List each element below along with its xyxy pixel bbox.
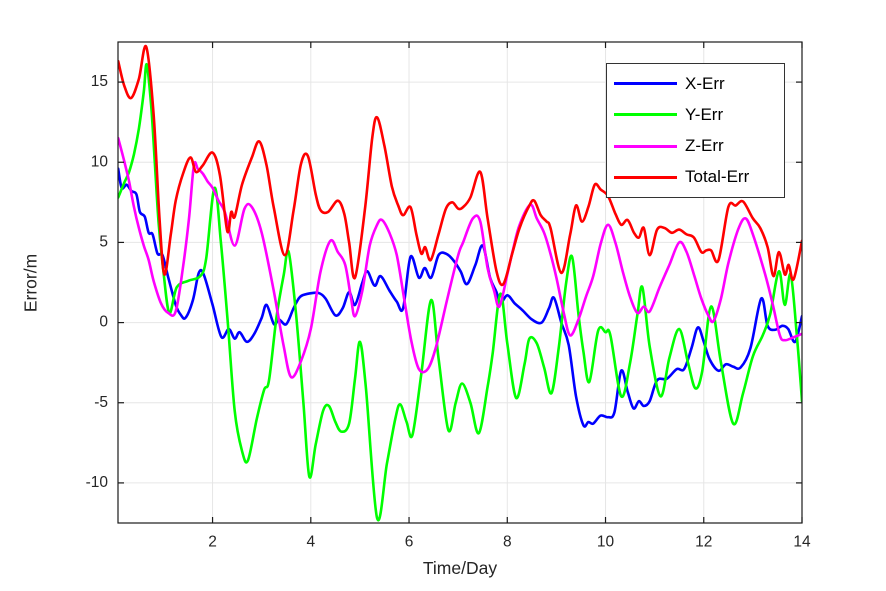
legend-label: Y-Err bbox=[685, 104, 724, 124]
y-axis-label: Error/m bbox=[20, 253, 41, 313]
x-tick-label: 12 bbox=[695, 533, 712, 550]
series-line-z-err bbox=[118, 136, 802, 379]
axis-box bbox=[117, 41, 803, 524]
legend: X-Err Y-Err Z-Err Total-Err bbox=[606, 63, 785, 198]
legend-line-sample-y-err bbox=[614, 113, 677, 117]
legend-label: Total-Err bbox=[685, 167, 750, 187]
legend-line-sample-z-err bbox=[614, 144, 677, 148]
legend-line-sample-x-err bbox=[614, 82, 677, 86]
legend-entry-y-err: Y-Err bbox=[607, 99, 784, 130]
legend-entry-total-err: Total-Err bbox=[607, 162, 784, 193]
y-tick-label: -5 bbox=[94, 394, 108, 411]
x-tick-label: 10 bbox=[597, 533, 615, 550]
x-tick-label: 6 bbox=[405, 533, 414, 550]
y-tick-label: 15 bbox=[91, 73, 108, 90]
legend-entry-z-err: Z-Err bbox=[607, 131, 784, 162]
y-tick-label: 5 bbox=[99, 234, 108, 251]
series-line-total-err bbox=[118, 44, 802, 287]
x-tick-label: 2 bbox=[208, 533, 217, 550]
y-tick-label: 10 bbox=[91, 153, 109, 170]
legend-line-sample-total-err bbox=[614, 175, 677, 179]
y-tick-label: -10 bbox=[86, 474, 109, 491]
series-line-y-err bbox=[118, 63, 802, 522]
legend-label: Z-Err bbox=[685, 136, 724, 156]
x-tick-label: 8 bbox=[503, 533, 512, 550]
x-tick-label: 4 bbox=[306, 533, 315, 550]
x-tick-label: 14 bbox=[793, 533, 811, 550]
y-tick-label: 0 bbox=[99, 314, 108, 331]
legend-label: X-Err bbox=[685, 73, 725, 93]
legend-entry-x-err: X-Err bbox=[607, 68, 784, 99]
x-axis-label: Time/Day bbox=[422, 558, 498, 578]
